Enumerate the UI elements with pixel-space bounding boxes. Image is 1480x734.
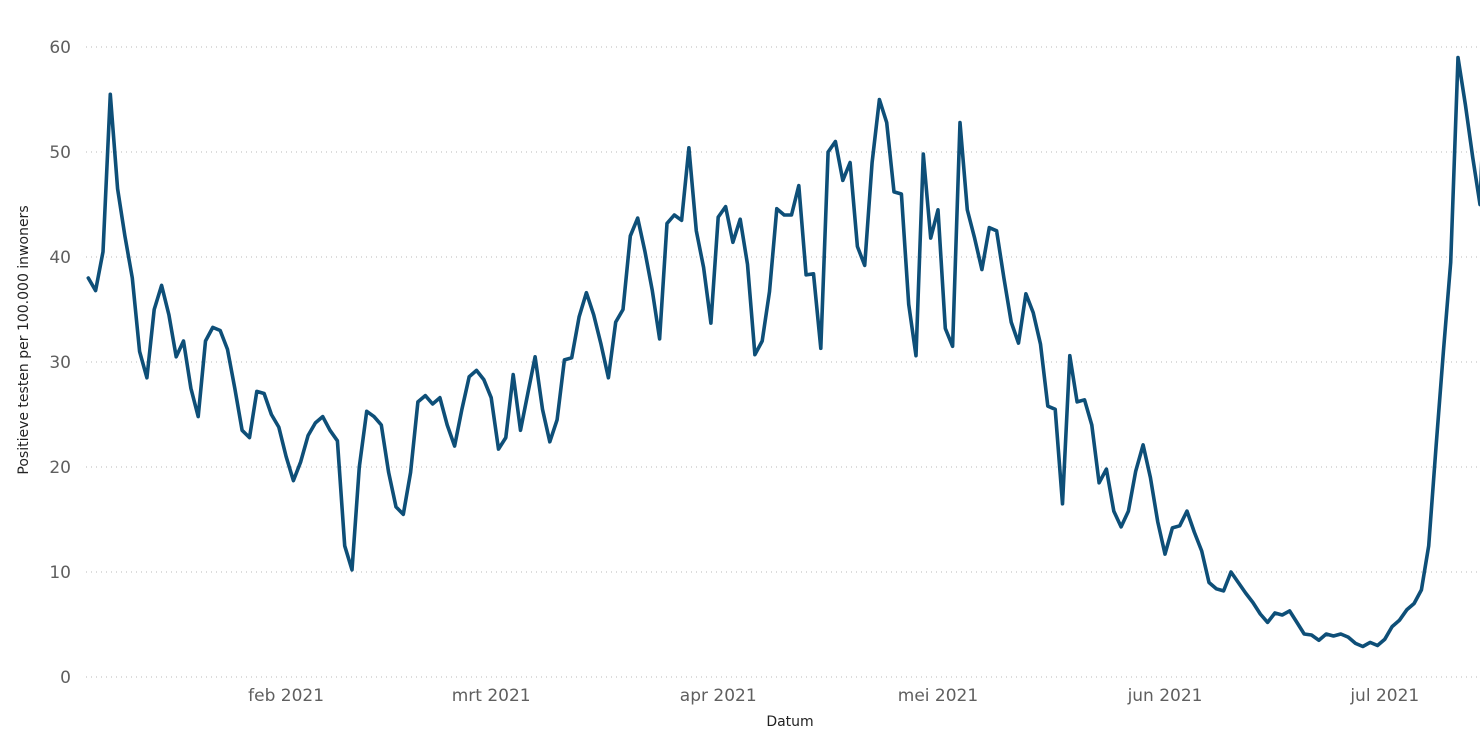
x-axis-ticks: feb 2021 mrt 2021 apr 2021 mei 2021 jun 2021… xyxy=(248,686,1419,706)
y-axis-title: Positieve testen per 100.000 inwoners xyxy=(16,205,32,474)
gridlines xyxy=(86,46,1480,678)
y-tick-label: 60 xyxy=(49,38,71,58)
x-tick-label: jul 2021 xyxy=(1349,686,1419,706)
x-tick-label: jun 2021 xyxy=(1127,686,1203,706)
y-tick-label: 0 xyxy=(60,668,71,688)
y-tick-label: 30 xyxy=(49,353,71,373)
x-tick-label: feb 2021 xyxy=(248,686,324,706)
y-axis-ticks: 0 10 20 30 40 50 60 xyxy=(49,38,71,688)
y-tick-label: 40 xyxy=(49,248,71,268)
y-tick-label: 10 xyxy=(49,563,71,583)
y-tick-label: 20 xyxy=(49,458,71,478)
x-tick-label: mrt 2021 xyxy=(452,686,531,706)
y-tick-label: 50 xyxy=(49,143,71,163)
series-line-0 xyxy=(86,55,1480,649)
series-layer xyxy=(86,55,1480,649)
x-tick-label: mei 2021 xyxy=(898,686,978,706)
x-axis-title: Datum xyxy=(766,714,813,730)
x-tick-label: apr 2021 xyxy=(680,686,757,706)
